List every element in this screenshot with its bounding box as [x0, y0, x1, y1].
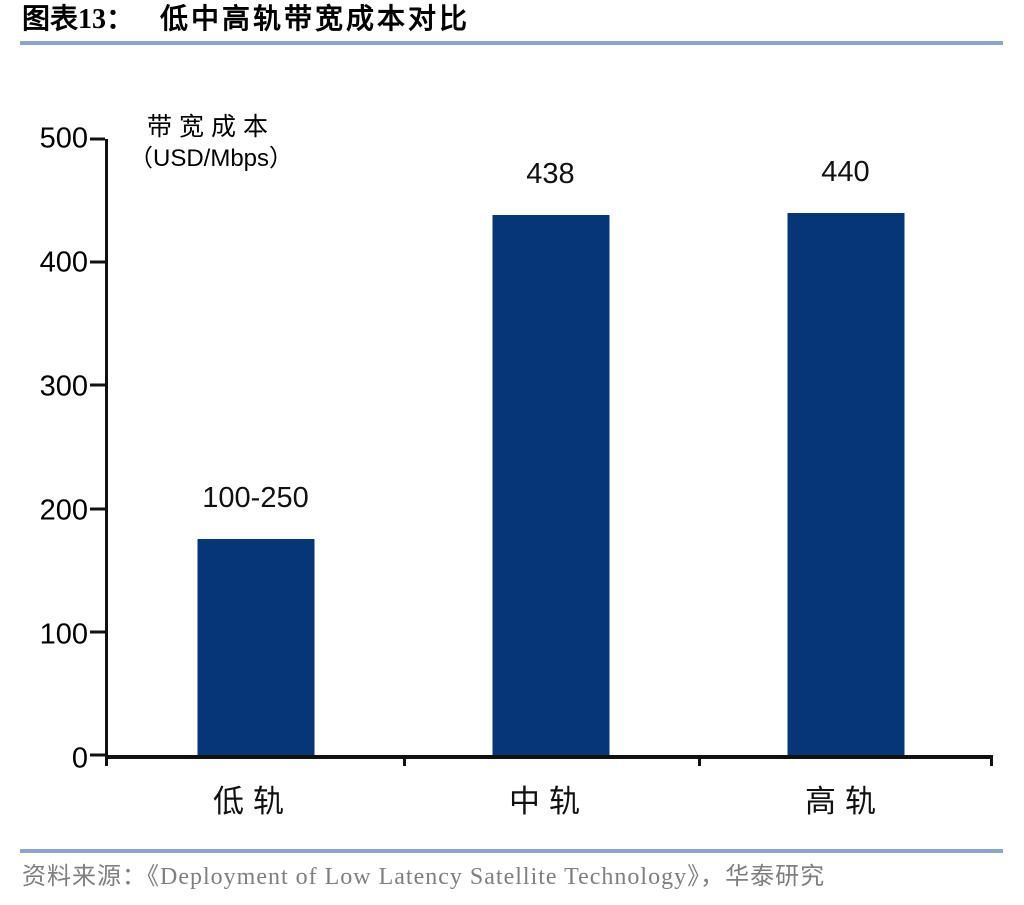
bars: 100-250 438 440 [108, 139, 993, 755]
x-category-label: 中轨 [509, 784, 589, 819]
y-tick-label: 400 [39, 246, 88, 279]
source-line: 资料来源：《Deployment of Low Latency Satellit… [22, 864, 826, 890]
x-category-label: 高轨 [805, 784, 885, 819]
bar: 438 [492, 160, 609, 755]
y-axis-title-line2: （USD/Mbps） [128, 145, 294, 172]
bar-value-label: 438 [526, 158, 575, 191]
y-axis-title-line1: 带宽成本 [146, 114, 275, 141]
y-tick-label: 100 [39, 618, 88, 651]
bar-group-high-orbit: 440 [698, 139, 993, 755]
y-tick-mark [90, 383, 105, 387]
y-tick-label: 200 [39, 494, 88, 527]
figure-number-label: 图表13： [22, 4, 135, 35]
bar-value-label: 100-250 [202, 482, 309, 515]
x-tick-mark [990, 755, 993, 766]
y-axis-title: 带宽成本 （USD/Mbps） [118, 112, 304, 174]
y-tick-mark [90, 630, 105, 634]
plot-area: 100-250 438 440 [90, 137, 993, 766]
x-tick-mark [698, 755, 701, 766]
bar-group-low-orbit: 100-250 [108, 139, 403, 755]
y-tick-label: 0 [71, 742, 88, 775]
y-tick-mark [90, 507, 105, 511]
x-category-label: 低轨 [213, 784, 293, 819]
footer-rule [20, 849, 1003, 853]
y-tick-mark [90, 137, 105, 141]
bar: 440 [787, 157, 904, 755]
bar: 100-250 [197, 484, 314, 755]
y-axis: 0 100 200 300 400 500 [0, 124, 88, 773]
x-axis-labels: 低轨 中轨 高轨 [105, 776, 993, 821]
bar-value-label: 440 [821, 155, 870, 188]
y-tick-mark [90, 260, 105, 264]
title-rule [20, 41, 1003, 45]
figure-header: 图表13： 低中高轨带宽成本对比 [22, 2, 1002, 38]
figure-title: 低中高轨带宽成本对比 [160, 4, 471, 35]
x-tick-mark [105, 755, 108, 766]
y-tick-mark [90, 753, 105, 757]
y-tick-label: 300 [39, 370, 88, 403]
bar-group-medium-orbit: 438 [403, 139, 698, 755]
y-tick-label: 500 [39, 122, 88, 155]
axis-ticks [90, 137, 993, 766]
x-tick-mark [402, 755, 406, 766]
